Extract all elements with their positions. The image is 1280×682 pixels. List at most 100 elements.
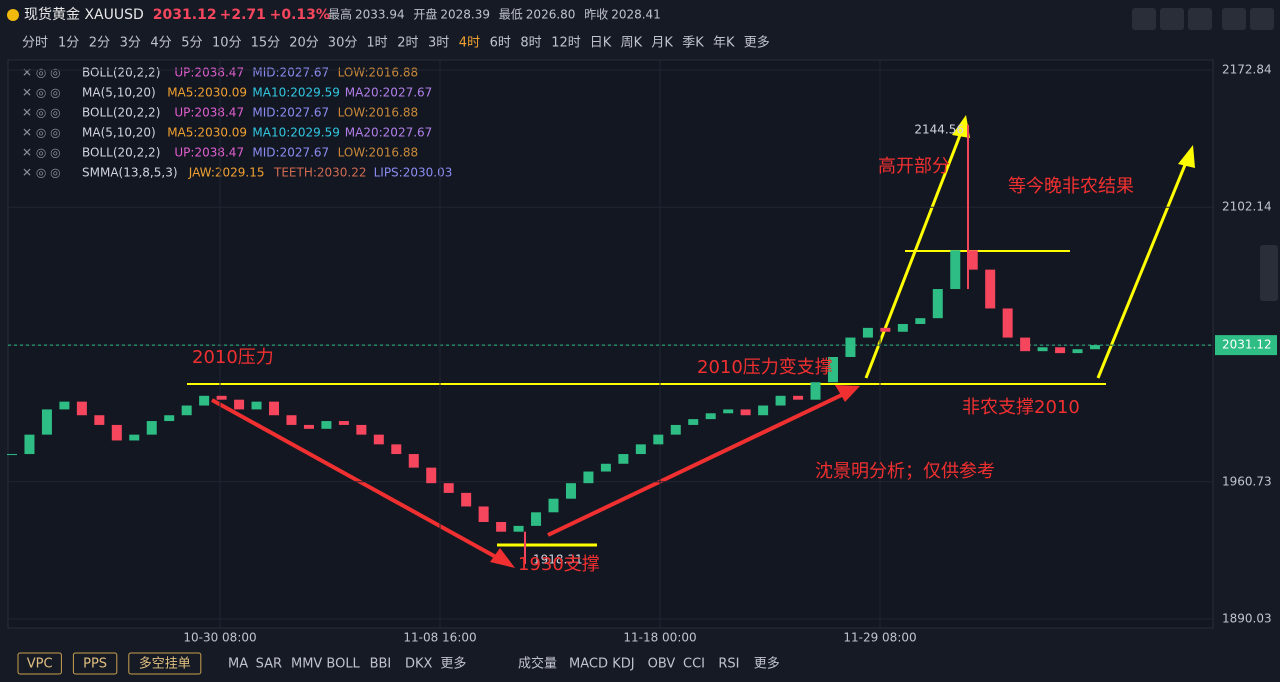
stat-label: 开盘 — [413, 7, 437, 22]
chart-panel — [7, 59, 1214, 629]
timeframe[interactable]: 周K — [621, 36, 643, 51]
candle — [845, 337, 856, 357]
bar-button[interactable] — [72, 652, 118, 675]
candle — [269, 401, 280, 416]
indicator-tab[interactable]: CCI — [683, 657, 705, 672]
indicator-icons[interactable]: ✕ ◎ ◎ — [22, 166, 61, 180]
indicator-value: MA5:2030.09 — [167, 126, 247, 140]
indicator-value: BOLL(20,2,2) — [82, 106, 160, 120]
indicator-tab[interactable]: BOLL — [326, 657, 360, 672]
bar-button[interactable] — [17, 652, 62, 675]
indicator-icons[interactable]: ✕ ◎ ◎ — [22, 106, 61, 120]
indicator-icons[interactable]: ✕ ◎ ◎ — [22, 66, 61, 80]
annotation: 高开部分 — [878, 156, 950, 177]
timeframe[interactable]: 4时 — [459, 36, 480, 51]
timeframe[interactable]: 3时 — [428, 36, 449, 51]
timeframe[interactable]: 20分 — [289, 36, 319, 51]
timeframe[interactable]: 1时 — [366, 36, 387, 51]
y-tick-label: 2172.84 — [1222, 63, 1272, 77]
candle — [880, 327, 891, 332]
stat-value: 2026.80 — [526, 8, 576, 22]
indicator-icons[interactable]: ✕ ◎ ◎ — [22, 126, 61, 140]
annotation: 2010压力变支撑 — [697, 357, 833, 378]
annotation: 1930支撑 — [518, 554, 600, 575]
tool-button[interactable] — [1160, 8, 1184, 30]
candle — [932, 289, 943, 319]
tool-button[interactable] — [1188, 8, 1212, 30]
candle — [600, 463, 611, 472]
timeframe[interactable]: 4分 — [150, 36, 171, 51]
indicator-icons[interactable]: ✕ ◎ ◎ — [22, 146, 61, 160]
timeframe[interactable]: 15分 — [251, 36, 281, 51]
timeframe[interactable]: 6时 — [490, 36, 511, 51]
indicator-tab[interactable]: MACD — [569, 657, 608, 672]
quote-change: +2.71 — [220, 7, 266, 23]
y-tick-label: 1960.73 — [1222, 474, 1272, 488]
indicator-tab[interactable]: RSI — [718, 657, 739, 672]
indicator-value: MA20:2027.67 — [345, 86, 433, 100]
stat-value: 2028.39 — [440, 8, 490, 22]
side-toggle[interactable] — [1260, 245, 1278, 301]
tool-button[interactable] — [1132, 8, 1156, 30]
x-tick-label: 11-18 00:00 — [623, 631, 696, 645]
candle — [618, 454, 629, 464]
candle — [321, 421, 332, 429]
indicator-tab[interactable]: KDJ — [612, 657, 634, 672]
y-tick-label: 2102.14 — [1222, 200, 1272, 214]
indicator-value: BOLL(20,2,2) — [82, 66, 160, 80]
indicator-tab[interactable]: 成交量 — [518, 656, 557, 672]
timeframe[interactable]: 2时 — [397, 36, 418, 51]
indicator-tab[interactable]: MMV — [291, 657, 322, 672]
indicator-value: BOLL(20,2,2) — [82, 146, 160, 160]
timeframe[interactable]: 年K — [713, 36, 735, 51]
indicator-tab[interactable]: BBI — [370, 657, 392, 672]
stat-label: 昨收 — [584, 8, 608, 22]
x-tick-label: 11-08 16:00 — [403, 631, 476, 645]
timeframe[interactable]: 5分 — [181, 36, 202, 51]
bar-button-label: 多空挂单 — [139, 656, 191, 672]
quote-change_pct: +0.13% — [270, 7, 330, 23]
candle — [758, 405, 769, 416]
red-arrow — [547, 390, 849, 537]
candle — [775, 395, 786, 406]
timeframe[interactable]: 月K — [651, 36, 673, 51]
candle — [688, 419, 699, 425]
timeframe[interactable]: 日K — [590, 36, 612, 51]
stat-value: 2033.94 — [355, 8, 405, 22]
timeframe[interactable]: 3分 — [120, 36, 141, 51]
indicator-value: SMMA(13,8,5,3) — [82, 166, 178, 180]
candle — [531, 512, 542, 526]
candle — [338, 421, 349, 425]
timeframe[interactable]: 分时 — [22, 36, 48, 51]
indicator-value: TEETH:2030.22 — [273, 166, 367, 180]
indicator-tab[interactable]: OBV — [648, 657, 676, 672]
price-tag — [1215, 335, 1277, 356]
candle — [513, 525, 524, 532]
timeframe[interactable]: 12时 — [551, 36, 581, 51]
candle — [827, 356, 838, 383]
timeframe[interactable]: 2分 — [89, 36, 110, 51]
candle — [950, 250, 961, 290]
timeframe[interactable]: 1分 — [58, 36, 79, 51]
timeframe[interactable]: 30分 — [328, 36, 358, 51]
timeframe[interactable]: 10分 — [212, 36, 242, 51]
tool-button[interactable] — [1222, 8, 1246, 30]
timeframe[interactable]: 季K — [682, 36, 704, 51]
candle — [251, 401, 262, 410]
timeframe[interactable]: 8时 — [520, 36, 541, 51]
candle — [496, 521, 507, 532]
indicator-tab[interactable]: SAR — [256, 657, 282, 672]
tool-button[interactable] — [1250, 8, 1274, 30]
indicator-tab[interactable]: DKX — [405, 657, 433, 672]
indicator-tab[interactable]: 更多 — [440, 656, 466, 672]
indicator-tab[interactable]: MA — [228, 657, 248, 672]
arrow-head — [1178, 145, 1195, 168]
indicator-tab[interactable]: 更多 — [754, 656, 780, 672]
indicator-icons[interactable]: ✕ ◎ ◎ — [22, 86, 61, 100]
timeframe[interactable]: 更多 — [744, 35, 770, 51]
indicator-value: MA(5,10,20) — [82, 126, 156, 140]
candle — [723, 409, 734, 414]
bar-button[interactable] — [128, 652, 202, 675]
